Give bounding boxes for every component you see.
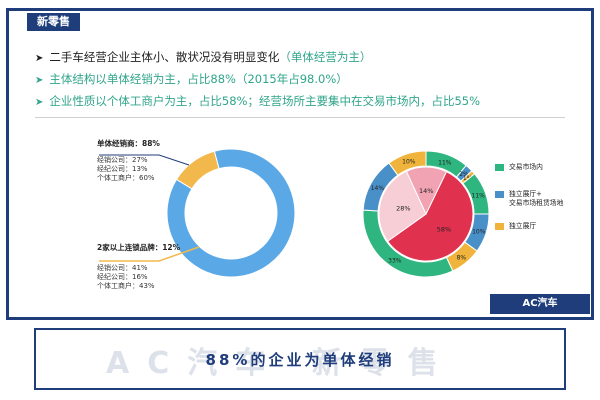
content-frame: 新零售 ➤ 二手车经营企业主体小、散状况没有明显变化（单体经营为主） ➤ 主体结构以… bbox=[6, 8, 594, 320]
legend-label: 独立展厅 bbox=[509, 222, 537, 230]
chain-leader-line bbox=[99, 246, 200, 262]
single-head: 单体经销商：88% bbox=[97, 139, 160, 148]
bullet-2-text: 主体结构以单体经销为主，占比88%（2015年占98.0%） bbox=[49, 72, 348, 86]
single-line-1: 经销公司：27% bbox=[97, 156, 148, 164]
arrow-icon: ➤ bbox=[35, 75, 44, 86]
legend-item-market: 交易市场内 bbox=[495, 163, 563, 172]
legend-swatch bbox=[495, 164, 504, 171]
donut-slice-2 bbox=[175, 150, 220, 190]
outer-ring-label-7: 33% bbox=[388, 257, 402, 264]
donut-chart bbox=[166, 148, 296, 278]
bullet-2: ➤ 主体结构以单体经销为主，占比88%（2015年占98.0%） bbox=[35, 69, 480, 91]
chain-line-3: 个体工商户：43% bbox=[97, 282, 155, 290]
annotation-leaders bbox=[99, 154, 200, 262]
inner-pie-label-1: 58% bbox=[437, 226, 451, 234]
bullet-3-text: 企业性质以个体工商户为主，占比58%；经营场所主要集中在交易市场内，占比55% bbox=[49, 94, 481, 108]
conclusion-text: 88%的企业为单体经销 bbox=[205, 351, 395, 369]
bullet-1: ➤ 二手车经营企业主体小、散状况没有明显变化（单体经营为主） bbox=[35, 47, 480, 69]
single-annotation: 单体经销商：88% 经销公司：27% 经纪公司：13% 个体工商户：60% bbox=[97, 139, 160, 183]
section-tag: 新零售 bbox=[27, 13, 80, 31]
single-leader-line bbox=[99, 154, 190, 166]
watermark: AC汽车 新零售 bbox=[106, 346, 456, 381]
divider bbox=[35, 117, 565, 118]
inner-pie-label-2: 28% bbox=[396, 204, 410, 212]
legend-label: 交易市场内 bbox=[509, 163, 543, 171]
inner-pie-label-3: 14% bbox=[419, 187, 433, 195]
single-line-2: 经纪公司：13% bbox=[97, 165, 148, 173]
legend-swatch bbox=[495, 223, 504, 230]
outer-ring-label-4: 11% bbox=[472, 193, 486, 200]
bullet-3: ➤ 企业性质以个体工商户为主，占比58%；经营场所主要集中在交易市场内，占比55% bbox=[35, 91, 480, 113]
conclusion-box: AC汽车 新零售 88%的企业为单体经销 bbox=[34, 328, 566, 390]
chain-annotation: 2家以上连锁品牌：12% 经销公司：41% 经纪公司：16% 个体工商户：43% bbox=[97, 243, 180, 291]
legend-swatch bbox=[495, 191, 504, 198]
legend-item-showroom: 独立展厅 bbox=[495, 222, 563, 231]
bullet-1-highlight: （单体经营为主） bbox=[279, 50, 372, 64]
brand-logo: AC汽车 bbox=[490, 294, 590, 314]
outer-ring-label-3: 1% bbox=[463, 175, 473, 182]
outer-ring-slice-9 bbox=[388, 150, 427, 176]
outer-ring-label-9: 10% bbox=[402, 159, 416, 166]
bullet-1-text: 二手车经营企业主体小、散状况没有明显变化 bbox=[49, 50, 280, 64]
legend: 交易市场内 独立展厅+ 交易市场租赁场地 独立展厅 bbox=[495, 163, 563, 243]
legend-label: 独立展厅+ 交易市场租赁场地 bbox=[509, 190, 564, 207]
chain-head: 2家以上连锁品牌：12% bbox=[97, 243, 181, 252]
outer-ring-label-6: 8% bbox=[457, 254, 467, 261]
nested-pie-chart: 11% 2%1% 11% 10% 8% 33% 14% 10% 58% 28% 14% bbox=[362, 150, 490, 278]
inner-pie-slice-3 bbox=[405, 166, 448, 216]
single-line-3: 个体工商户：60% bbox=[97, 174, 155, 182]
donut-slice-1 bbox=[166, 148, 296, 278]
legend-item-showroom-lease: 独立展厅+ 交易市场租赁场地 bbox=[495, 190, 563, 208]
outer-ring-label-2: 2% bbox=[459, 171, 469, 178]
outer-ring-label-1: 11% bbox=[438, 159, 452, 166]
arrow-icon: ➤ bbox=[35, 97, 44, 108]
chain-line-1: 经销公司：41% bbox=[97, 264, 148, 272]
outer-ring-label-5: 10% bbox=[472, 229, 486, 236]
bullet-list: ➤ 二手车经营企业主体小、散状况没有明显变化（单体经营为主） ➤ 主体结构以单体经销… bbox=[35, 47, 480, 113]
outer-ring-label-8: 14% bbox=[371, 185, 385, 192]
arrow-icon: ➤ bbox=[35, 53, 44, 64]
chain-line-2: 经纪公司：16% bbox=[97, 273, 148, 281]
inner-pie-slice-1 bbox=[386, 171, 474, 262]
